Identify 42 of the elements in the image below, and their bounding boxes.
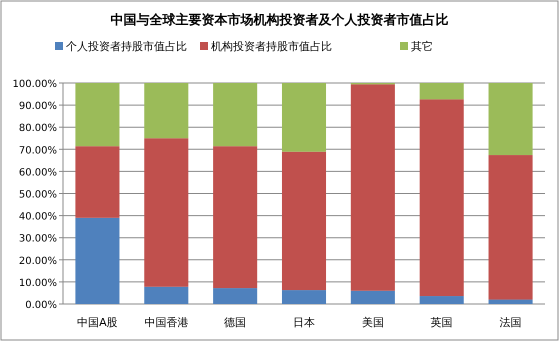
bar [282, 83, 326, 152]
bar [282, 152, 326, 290]
bar [75, 218, 120, 304]
y-tick-label: 10.00% [18, 278, 57, 289]
y-tick-label: 60.00% [18, 167, 57, 178]
bar [488, 155, 533, 300]
legend-label: 机构投资者持股市值占比 [211, 40, 332, 53]
bar [488, 300, 533, 304]
bar [213, 288, 258, 304]
x-tick-label: 美国 [362, 316, 384, 329]
y-tick-label: 70.00% [18, 145, 57, 156]
y-tick-label: 40.00% [18, 212, 57, 223]
x-tick-label: 中国A股 [77, 316, 118, 329]
chart-title: 中国与全球主要资本市场机构投资者及个人投资者市值占比 [110, 12, 448, 28]
bar [75, 146, 120, 218]
y-tick-label: 90.00% [18, 101, 57, 112]
bar [213, 83, 258, 146]
y-tick-label: 0.00% [25, 300, 57, 311]
bar [282, 290, 326, 304]
bar [144, 286, 188, 304]
y-tick-label: 20.00% [18, 256, 57, 267]
bar [420, 99, 464, 296]
bar [488, 83, 533, 156]
bar [213, 146, 258, 288]
bar [75, 83, 120, 146]
x-tick-label: 德国 [224, 316, 246, 329]
x-tick-label: 中国香港 [144, 316, 188, 329]
y-tick-label: 80.00% [18, 123, 57, 134]
legend-label: 个人投资者持股市值占比 [66, 40, 187, 53]
y-tick-label: 30.00% [18, 234, 57, 245]
bar [420, 296, 464, 304]
x-tick-label: 日本 [293, 316, 315, 329]
bar [420, 83, 464, 100]
legend-label: 其它 [411, 40, 433, 53]
x-tick-label: 法国 [500, 316, 522, 329]
bar [350, 84, 395, 291]
bar [144, 138, 188, 287]
y-tick-label: 100.00% [12, 79, 57, 90]
x-tick-label: 英国 [430, 316, 453, 329]
bar [144, 83, 188, 138]
bar [350, 290, 395, 304]
y-tick-label: 50.00% [18, 190, 57, 200]
